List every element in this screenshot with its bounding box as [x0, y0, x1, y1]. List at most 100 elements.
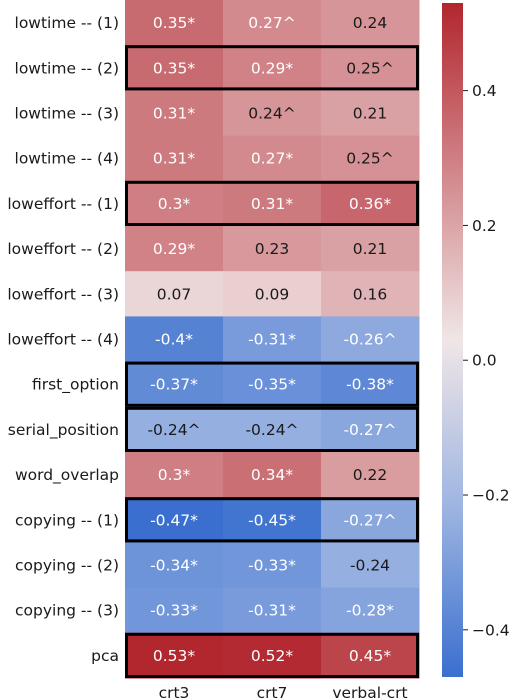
colorbar-tick-label: −0.4 — [472, 621, 510, 639]
row-highlight-box — [125, 180, 419, 227]
cell-value-label: 0.21 — [353, 240, 388, 258]
cell-value-label: 0.27* — [251, 150, 294, 168]
heatmap-cell — [223, 45, 322, 91]
heatmap-cell — [125, 542, 224, 589]
cell-value-label: 0.31* — [153, 150, 196, 168]
heatmap-cell — [125, 226, 224, 272]
heatmap-cell — [321, 90, 420, 137]
row-highlight-box — [125, 497, 419, 543]
cell-value-label: 0.09 — [255, 285, 290, 303]
row-label: word_overlap — [15, 466, 119, 485]
heatmap-cell — [125, 406, 224, 453]
heatmap-cell — [223, 271, 322, 317]
cell-value-label: -0.24^ — [245, 421, 298, 439]
row-label: copying -- (2) — [15, 557, 119, 575]
heatmap-cell — [321, 226, 420, 272]
heatmap-cell — [321, 452, 420, 498]
cell-value-label: -0.31* — [248, 331, 296, 349]
heatmap-cell — [223, 0, 322, 46]
heatmap-cell — [223, 180, 322, 227]
heatmap-cell — [125, 361, 224, 408]
cell-value-label: 0.25^ — [346, 150, 394, 168]
row-label: lowtime -- (4) — [15, 150, 119, 168]
cell-value-label: 0.25^ — [346, 59, 394, 77]
row-label: loweffort -- (4) — [7, 331, 119, 349]
heatmap-cell — [321, 632, 420, 679]
heatmap-cell — [125, 135, 224, 182]
cell-value-label: -0.37* — [150, 376, 198, 394]
row-highlight-box — [125, 361, 419, 407]
row-label: loweffort -- (3) — [7, 285, 119, 303]
heatmap-cell — [125, 90, 224, 137]
row-highlight-box — [125, 632, 419, 678]
heatmap-cell — [125, 0, 224, 46]
row-highlight-box — [125, 45, 419, 91]
heatmap-cell — [321, 271, 420, 317]
cell-value-label: -0.26^ — [343, 331, 396, 349]
cell-value-label: 0.52* — [251, 647, 294, 665]
colorbar-tick-label: 0.4 — [472, 82, 497, 100]
column-label: verbal-crt — [332, 684, 407, 698]
row-highlights — [125, 45, 419, 678]
cell-value-label: 0.3* — [158, 466, 191, 484]
colorbar-tick-label: 0.2 — [472, 217, 497, 235]
colorbar-tick-label: 0.0 — [472, 352, 497, 370]
heatmap-cell — [223, 90, 322, 137]
row-label: copying -- (3) — [15, 602, 119, 620]
row-label: loweffort -- (2) — [7, 240, 119, 258]
heatmap-cell — [223, 542, 322, 589]
cell-value-label: 0.16 — [353, 285, 388, 303]
cell-value-label: -0.38* — [346, 376, 394, 394]
heatmap-cell — [321, 180, 420, 227]
column-labels: crt3 crt7 verbal-crt — [159, 684, 408, 698]
heatmap-cell — [321, 45, 420, 91]
cell-value-label: 0.45* — [349, 647, 392, 665]
cell-value-label: 0.53* — [153, 647, 196, 665]
heatmap-cell — [125, 180, 224, 227]
row-label: lowtime -- (2) — [15, 59, 119, 77]
heatmap-cell — [321, 406, 420, 453]
heatmap-cell — [125, 497, 224, 543]
heatmap-cell — [223, 632, 322, 679]
heatmap-cell — [321, 542, 420, 589]
cell-values: 0.35* 0.27^ 0.24 0.35* 0.29* 0.25^ 0.31* 0.24^ 0… — [147, 14, 396, 665]
heatmap-cell — [125, 632, 224, 679]
cell-value-label: 0.23 — [255, 240, 290, 258]
heatmap-cell — [223, 316, 322, 363]
heatmap-cell — [125, 587, 224, 634]
heatmap-cell — [321, 497, 420, 543]
cell-value-label: -0.24 — [350, 557, 390, 575]
heatmap-cell — [321, 0, 420, 46]
heatmap-cell — [125, 316, 224, 363]
cell-value-label: -0.27^ — [343, 421, 396, 439]
colorbar-tick-label: −0.2 — [472, 487, 510, 505]
cell-value-label: 0.35* — [153, 59, 196, 77]
column-label: crt7 — [257, 684, 288, 698]
row-highlight-box — [125, 406, 419, 452]
row-label: pca — [91, 647, 119, 665]
heatmap-cell — [223, 587, 322, 634]
cell-value-label: -0.33* — [248, 557, 296, 575]
heatmap-cell — [125, 45, 224, 91]
heatmap-cell — [125, 452, 224, 498]
row-label: loweffort -- (1) — [7, 195, 119, 213]
cell-value-label: -0.45* — [248, 511, 296, 529]
cell-value-label: 0.07 — [157, 285, 192, 303]
cell-value-label: -0.31* — [248, 602, 296, 620]
cell-value-label: 0.24 — [353, 14, 388, 32]
cell-value-label: -0.28* — [346, 602, 394, 620]
cell-value-label: 0.21 — [353, 105, 388, 123]
cell-value-label: 0.22 — [353, 466, 388, 484]
heatmap-cell — [223, 361, 322, 408]
cell-value-label: 0.31* — [153, 105, 196, 123]
row-label: serial_position — [8, 421, 119, 440]
colorbar-ticks: 0.4 0.2 0.0 −0.2 −0.4 — [463, 82, 510, 639]
cell-value-label: -0.4* — [155, 331, 193, 349]
heatmap-cell — [321, 587, 420, 634]
cell-value-label: 0.27^ — [248, 14, 296, 32]
heatmap-cell — [223, 226, 322, 272]
cell-value-label: 0.29* — [251, 59, 294, 77]
cell-value-label: -0.24^ — [147, 421, 200, 439]
cell-value-label: 0.29* — [153, 240, 196, 258]
